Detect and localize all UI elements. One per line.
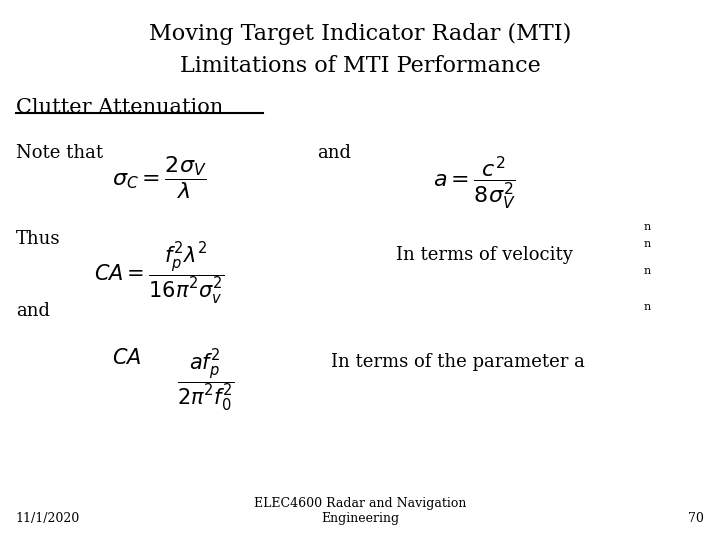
Text: and: and <box>317 144 351 162</box>
Text: 70: 70 <box>688 512 704 525</box>
Text: In terms of the parameter a: In terms of the parameter a <box>331 353 585 372</box>
Text: n: n <box>643 221 651 232</box>
Text: $\dfrac{a f_p^2}{2\pi^2 f_0^2}$: $\dfrac{a f_p^2}{2\pi^2 f_0^2}$ <box>177 348 235 414</box>
Text: 11/1/2020: 11/1/2020 <box>16 512 80 525</box>
Text: and: and <box>16 302 50 320</box>
Text: n: n <box>643 239 651 249</box>
Text: Clutter Attenuation: Clutter Attenuation <box>16 98 223 117</box>
Text: Limitations of MTI Performance: Limitations of MTI Performance <box>179 55 541 77</box>
Text: Thus: Thus <box>16 230 60 248</box>
Text: ELEC4600 Radar and Navigation
Engineering: ELEC4600 Radar and Navigation Engineerin… <box>254 497 466 525</box>
Text: n: n <box>643 302 651 312</box>
Text: n: n <box>643 266 651 276</box>
Text: $a = \dfrac{c^2}{8\sigma_V^2}$: $a = \dfrac{c^2}{8\sigma_V^2}$ <box>433 154 516 212</box>
Text: In terms of velocity: In terms of velocity <box>396 246 572 264</box>
Text: $\sigma_C = \dfrac{2\sigma_V}{\lambda}$: $\sigma_C = \dfrac{2\sigma_V}{\lambda}$ <box>112 154 207 201</box>
Text: Moving Target Indicator Radar (MTI): Moving Target Indicator Radar (MTI) <box>149 23 571 45</box>
Text: $CA = \dfrac{f_p^2 \lambda^2}{16\pi^2 \sigma_v^2}$: $CA = \dfrac{f_p^2 \lambda^2}{16\pi^2 \s… <box>94 240 225 307</box>
Text: Note that: Note that <box>16 144 103 162</box>
Text: $CA$: $CA$ <box>112 348 142 368</box>
